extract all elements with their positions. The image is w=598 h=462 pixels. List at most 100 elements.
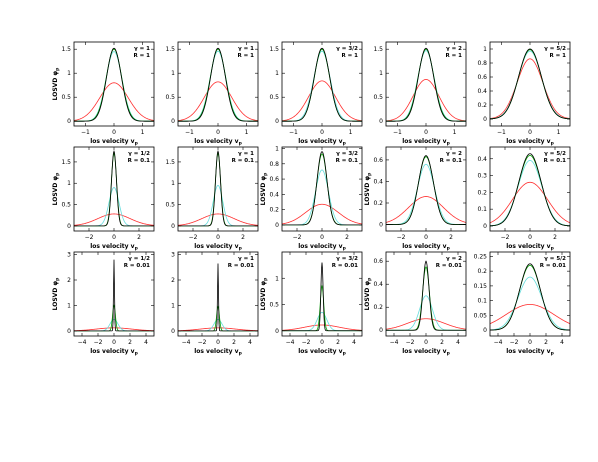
y-tick-label: 0.6 <box>373 258 383 265</box>
y-axis-label: LOSVD φp <box>52 172 61 205</box>
x-tick-label: −2 <box>510 339 519 346</box>
y-tick-label: 0 <box>379 222 383 229</box>
y-tick-label: 1.5 <box>269 46 279 53</box>
curve-cyan <box>74 51 154 122</box>
chart-panel-0-0: −1 0 1 0 0.5 1 1.5 γ = 1R = 1 los velocity vp LOS… <box>52 41 155 147</box>
curve-red <box>177 327 259 332</box>
r-annotation: R = 0.1 <box>232 158 255 164</box>
curve-black <box>386 260 466 331</box>
y-tick-label: 0 <box>275 222 279 229</box>
gamma-annotation: γ = 2 <box>446 256 462 262</box>
x-tick-label: 2 <box>232 339 236 346</box>
curve-green <box>282 153 362 226</box>
r-annotation: R = 0.1 <box>440 158 463 164</box>
curve-red <box>177 213 259 226</box>
y-tick-label: 0.5 <box>269 94 279 101</box>
x-tick-label: 2 <box>345 234 349 241</box>
gamma-annotation: γ = 5/2 <box>544 46 566 52</box>
y-tick-label: 0.2 <box>373 200 383 207</box>
chart-panel-2-4: −4 −2 0 2 4 0 0.05 0.1 0.15 0.2 0.25 γ = 5/2R = 0.0… <box>474 251 571 357</box>
x-tick-label: −2 <box>94 339 103 346</box>
x-tick-label: 0 <box>216 339 220 346</box>
x-tick-label: −4 <box>78 339 87 346</box>
curve-black <box>489 48 571 120</box>
x-axis-label: los velocity vp <box>194 243 242 252</box>
curve-black <box>74 259 154 332</box>
curve-red <box>385 318 467 330</box>
curve-green <box>489 154 571 227</box>
curve-red <box>385 79 467 122</box>
y-tick-label: 0.1 <box>477 206 487 213</box>
r-annotation: R = 1 <box>134 53 151 59</box>
y-axis-label: LOSVD φp <box>260 277 269 310</box>
curve-black <box>282 151 362 226</box>
curve-cyan <box>489 276 571 331</box>
curve-black <box>386 155 466 225</box>
curve-black <box>74 150 154 227</box>
y-tick-label: 0 <box>171 118 175 125</box>
x-tick-label: 0 <box>424 234 428 241</box>
chart-panel-2-0: −4 −2 0 2 4 0 1 2 3 γ = 1/2R = 0.01 los velocity v… <box>52 252 155 357</box>
x-tick-label: −4 <box>286 339 295 346</box>
curve-red <box>281 80 363 122</box>
chart-panel-1-2: −2 0 2 0 0.2 0.4 0.6 0.8 1 γ = 3/2R = 0.1 los velo… <box>260 146 363 252</box>
chart-panel-2-3: −4 −2 0 2 4 0 0.2 0.4 0.6 γ = 2R = 0.01 los veloci… <box>364 251 467 357</box>
chart-panel-1-1: −2 0 2 0 0.5 1 1.5 γ = 1R = 0.1 los velocity vp <box>165 146 259 252</box>
y-tick-label: 0.4 <box>269 191 279 198</box>
y-tick-label: 1 <box>67 302 71 309</box>
y-tick-label: 1.5 <box>165 159 175 166</box>
curve-black <box>178 47 258 122</box>
r-annotation: R = 1 <box>550 53 567 59</box>
x-tick-label: 0 <box>320 339 324 346</box>
x-tick-label: 0 <box>112 234 116 241</box>
y-axis-label: LOSVD φp <box>52 277 61 310</box>
y-tick-label: 0.6 <box>373 157 383 164</box>
x-tick-label: 0 <box>528 339 532 346</box>
curve-cyan <box>282 169 362 226</box>
y-tick-label: 0 <box>171 328 175 335</box>
x-tick-label: −1 <box>289 129 298 136</box>
x-tick-label: 2 <box>336 339 340 346</box>
x-tick-label: 1 <box>349 129 353 136</box>
y-tick-label: 1 <box>379 70 383 77</box>
x-axis-label: los velocity vp <box>506 138 554 147</box>
y-tick-label: 1 <box>483 46 487 53</box>
curve-black <box>282 262 362 332</box>
y-tick-label: 1 <box>171 70 175 77</box>
x-axis-label: los velocity vp <box>194 348 242 357</box>
y-tick-label: 0.4 <box>373 178 383 185</box>
x-tick-label: 0 <box>320 129 324 136</box>
curve-red <box>73 327 155 332</box>
curve-cyan <box>178 184 258 227</box>
chart-panel-1-0: −2 0 2 0 0.5 1 1.5 γ = 1/2R = 0.1 los velocity v… <box>52 146 155 252</box>
gamma-annotation: γ = 5/2 <box>544 256 566 262</box>
gamma-annotation: γ = 1/2 <box>128 256 150 262</box>
gamma-annotation: γ = 5/2 <box>544 151 566 157</box>
y-tick-label: 0 <box>171 223 175 230</box>
x-axis-label: los velocity vp <box>90 348 138 357</box>
x-tick-label: 0 <box>424 129 428 136</box>
y-tick-label: 0 <box>275 328 279 335</box>
curve-green <box>74 48 154 122</box>
x-tick-label: 2 <box>544 339 548 346</box>
x-tick-label: 4 <box>456 339 460 346</box>
y-tick-label: 0.4 <box>477 88 487 95</box>
r-annotation: R = 0.1 <box>544 158 567 164</box>
x-axis-label: los velocity vp <box>298 243 346 252</box>
x-tick-label: −2 <box>85 234 94 241</box>
r-annotation: R = 0.1 <box>128 158 151 164</box>
y-tick-label: 0 <box>275 118 279 125</box>
curve-green <box>386 48 466 122</box>
r-annotation: R = 0.01 <box>436 263 462 269</box>
curve-cyan <box>386 295 466 331</box>
y-tick-label: 1.5 <box>165 46 175 53</box>
gamma-annotation: γ = 3/2 <box>336 256 358 262</box>
gamma-annotation: γ = 2 <box>446 46 462 52</box>
x-tick-label: 4 <box>352 339 356 346</box>
r-annotation: R = 0.1 <box>336 158 359 164</box>
x-tick-label: −1 <box>497 129 506 136</box>
chart-panel-1-4: −2 0 2 0 0.1 0.2 0.3 0.4 γ = 5/2R = 0.1 los veloc… <box>477 146 571 252</box>
curve-cyan <box>178 50 258 122</box>
gamma-annotation: γ = 1/2 <box>128 151 150 157</box>
